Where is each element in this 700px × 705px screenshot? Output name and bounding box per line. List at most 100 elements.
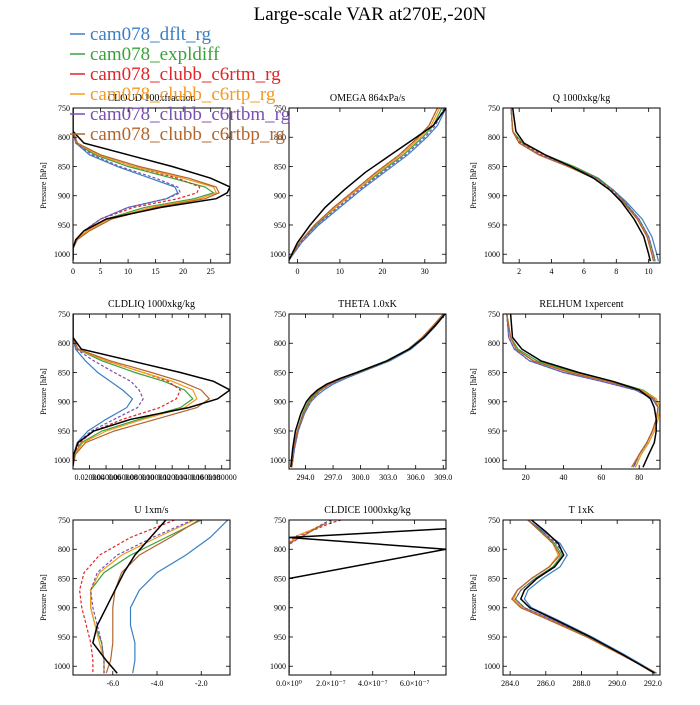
x-tick-label: 2.0×10⁻⁷ <box>316 679 346 688</box>
y-tick-label: 1000 <box>484 250 500 259</box>
y-tick-label: 850 <box>274 368 286 377</box>
x-tick-label: 286.0 <box>537 679 555 688</box>
panel-title: CLDLIQ 1000xkg/kg <box>108 299 195 310</box>
y-tick-label: 900 <box>58 604 70 613</box>
series-line-cam078_clubb_c6rtbp_rg <box>73 108 220 261</box>
y-tick-label: 900 <box>488 192 500 201</box>
series-group <box>290 314 446 468</box>
x-tick-label: 30 <box>421 267 429 276</box>
x-tick-label: 10 <box>124 267 132 276</box>
panel-frame <box>502 313 661 470</box>
y-axis-label: Pressure [hPa] <box>39 368 48 415</box>
x-tick-label: 300.0 <box>352 473 370 482</box>
panel-title: U 1xm/s <box>134 505 168 516</box>
panel-title: CLOUD 100xfraction <box>107 93 195 104</box>
y-tick-label: 950 <box>58 427 70 436</box>
panel-frame <box>72 313 231 470</box>
y-tick-label: 750 <box>274 516 286 525</box>
x-tick-label: 0.0×10⁰ <box>276 679 302 688</box>
y-tick-label: 850 <box>274 574 286 583</box>
panel-frame <box>288 107 447 264</box>
y-tick-label: 750 <box>488 310 500 319</box>
x-tick-label: 2 <box>517 267 521 276</box>
y-tick-label: 800 <box>58 339 70 348</box>
series-line-cam078_dflt_rg <box>73 314 134 467</box>
panel-frame <box>288 519 447 676</box>
y-tick-label: 800 <box>488 133 500 142</box>
legend-label: cam078_clubb_c6rtbp_rg <box>90 124 285 145</box>
series-group <box>78 520 229 674</box>
x-tick-label: 5 <box>99 267 103 276</box>
panel-2: OMEGA 864xPa/s 0 10 20 30 750 800 850 900 950 1000 <box>270 93 447 276</box>
y-tick-label: 900 <box>488 398 500 407</box>
series-group <box>289 520 446 674</box>
y-tick-label: 850 <box>488 162 500 171</box>
x-tick-label: 0 <box>71 267 75 276</box>
y-tick-label: 800 <box>274 133 286 142</box>
x-tick-label: 6 <box>582 267 586 276</box>
y-axis-label: Pressure [hPa] <box>469 368 478 415</box>
y-tick-label: 850 <box>488 574 500 583</box>
series-line-cam078_dflt_rg <box>289 108 446 261</box>
x-tick-label: 6.0×10⁻⁷ <box>400 679 430 688</box>
y-tick-label: 1000 <box>54 456 70 465</box>
y-tick-label: 800 <box>58 133 70 142</box>
y-tick-label: 750 <box>488 104 500 113</box>
y-tick-label: 750 <box>58 104 70 113</box>
y-tick-label: 900 <box>274 398 286 407</box>
y-tick-label: 900 <box>58 398 70 407</box>
y-tick-label: 750 <box>274 310 286 319</box>
panel-frame <box>72 519 231 676</box>
panel-title: OMEGA 864xPa/s <box>330 93 405 104</box>
y-tick-label: 750 <box>58 310 70 319</box>
y-tick-label: 900 <box>274 192 286 201</box>
y-tick-label: 800 <box>488 545 500 554</box>
y-tick-label: 1000 <box>54 662 70 671</box>
y-tick-label: 850 <box>58 574 70 583</box>
y-tick-label: 850 <box>274 162 286 171</box>
series-line-reference <box>290 314 446 468</box>
series-line-cam078_clubb_c6rtbm_rg <box>510 108 656 262</box>
y-tick-label: 950 <box>488 427 500 436</box>
y-tick-label: 1000 <box>484 456 500 465</box>
x-tick-label: 4.0×10⁻⁷ <box>358 679 388 688</box>
panel-frame <box>288 313 447 470</box>
x-tick-label: 0.120000 <box>157 473 187 482</box>
x-tick-label: 0.080000 <box>124 473 154 482</box>
x-tick-label: 294.0 <box>297 473 315 482</box>
x-tick-label: -2.0 <box>195 679 208 688</box>
series-line-cam078_clubb_c6rtbm_rg <box>90 520 193 674</box>
x-tick-label: 303.0 <box>379 473 397 482</box>
x-tick-label: 60 <box>597 473 605 482</box>
y-tick-label: 950 <box>274 221 286 230</box>
series-line-cam078_clubb_c6rtbp_rg <box>506 314 659 468</box>
y-tick-label: 750 <box>274 104 286 113</box>
panel-3: Q 1000xkg/kg 2 4 6 8 10 750 800 850 900 950 1000 Pre… <box>469 93 661 276</box>
series-line-cam078_clubb_c6rtbp_rg <box>289 522 327 674</box>
y-tick-label: 950 <box>488 633 500 642</box>
x-tick-label: 20 <box>378 267 386 276</box>
x-tick-label: -4.0 <box>151 679 164 688</box>
series-line-cam078_clubb_c6rtp_rg <box>289 525 321 674</box>
panel-title: RELHUM 1xpercent <box>539 299 623 310</box>
x-tick-label: 306.0 <box>407 473 425 482</box>
y-axis-label: Pressure [hPa] <box>469 574 478 621</box>
legend-label: cam078_dflt_rg <box>90 24 212 45</box>
y-tick-label: 900 <box>274 604 286 613</box>
y-tick-label: 800 <box>274 339 286 348</box>
y-tick-label: 850 <box>58 162 70 171</box>
x-tick-label: 0 <box>295 267 299 276</box>
series-line-cam078_clubb_c6rtp_rg <box>90 520 195 674</box>
y-tick-label: 800 <box>58 545 70 554</box>
y-tick-label: 900 <box>58 192 70 201</box>
panel-7: U 1xm/s -6.0 -4.0 -2.0 750 800 850 900 950 1000 Pr… <box>39 505 231 688</box>
panel-title: THETA 1.0xK <box>338 299 397 310</box>
series-line-reference <box>509 314 657 468</box>
x-tick-label: 0.020000 <box>75 473 105 482</box>
y-tick-label: 800 <box>488 339 500 348</box>
series-line-reference <box>511 108 652 262</box>
x-tick-label: 288.0 <box>573 679 591 688</box>
